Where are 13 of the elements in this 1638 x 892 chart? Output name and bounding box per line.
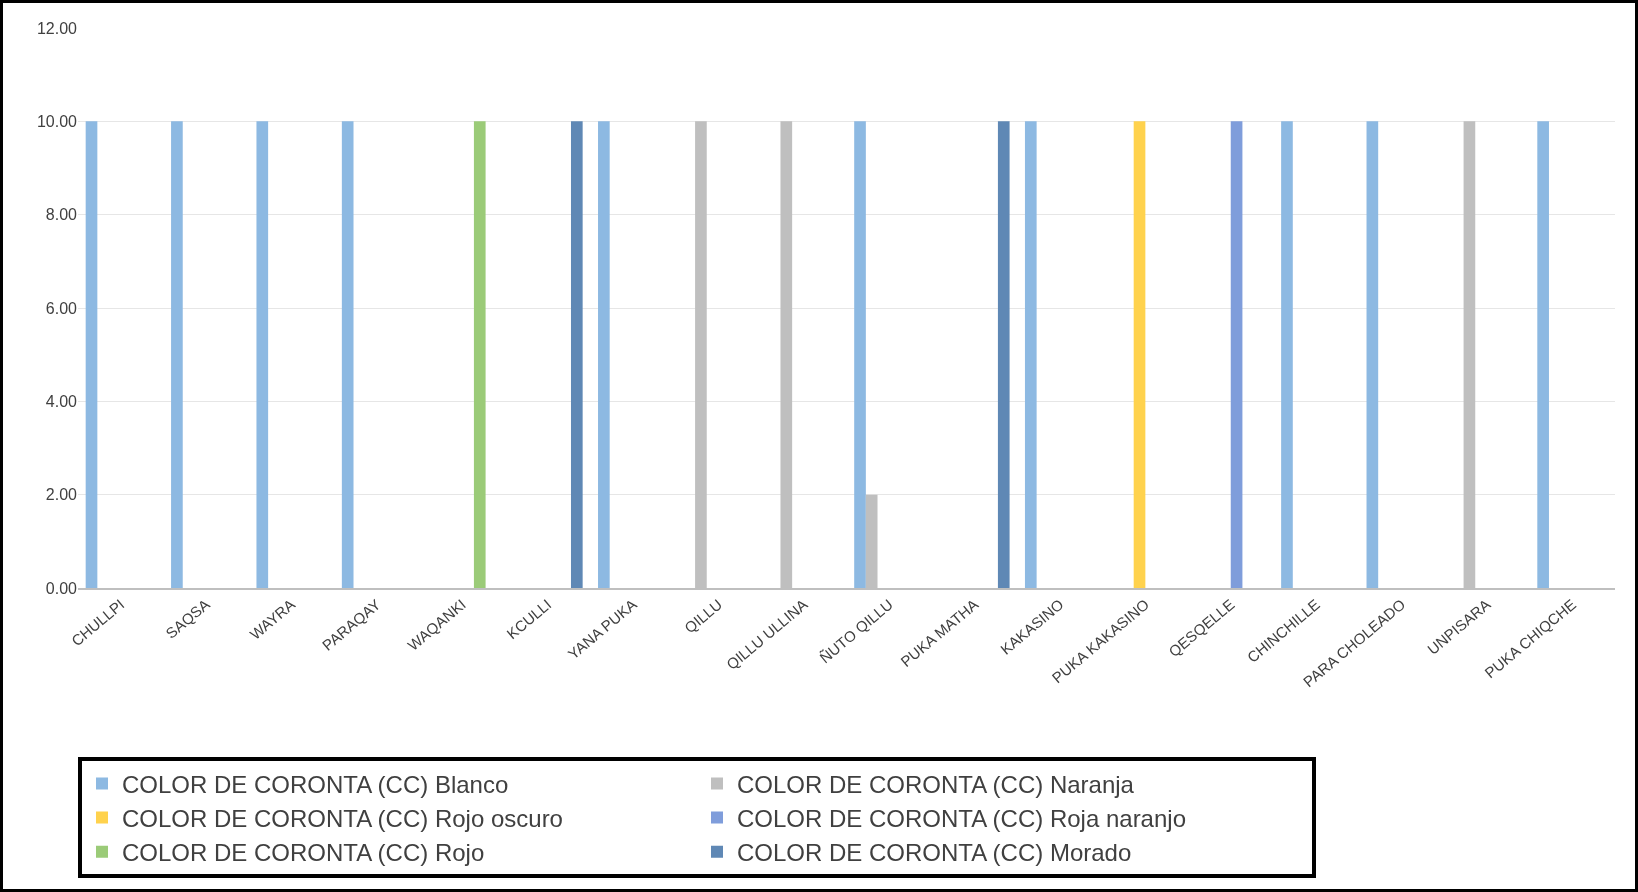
legend-label: COLOR DE CORONTA (CC) Rojo oscuro [122, 804, 563, 832]
legend-label: COLOR DE CORONTA (CC) Roja naranjo [737, 804, 1186, 832]
legend-label: COLOR DE CORONTA (CC) Naranja [737, 770, 1135, 798]
y-tick-label: 6.00 [45, 299, 78, 317]
legend-label: COLOR DE CORONTA (CC) Morado [737, 839, 1132, 867]
y-tick-label: 12.00 [36, 19, 78, 37]
legend-label: COLOR DE CORONTA (CC) Rojo [122, 839, 485, 867]
y-tick-label: 2.00 [45, 486, 78, 504]
y-tick-label: 8.00 [45, 206, 78, 224]
y-tick-label: 4.00 [45, 392, 78, 410]
y-tick-label: 0.00 [45, 579, 78, 597]
y-tick-label: 10.00 [36, 112, 78, 130]
legend-label: COLOR DE CORONTA (CC) Blanco [122, 770, 509, 798]
